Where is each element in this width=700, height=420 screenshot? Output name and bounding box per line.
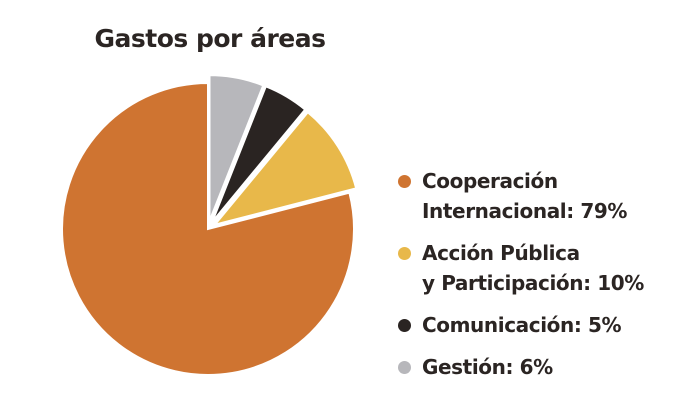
legend-label: Comunicación: 5%: [422, 313, 622, 337]
pie-slice: [212, 110, 358, 227]
legend-swatch: [398, 361, 411, 374]
pie-slice: [61, 81, 355, 376]
legend-swatch: [398, 319, 411, 332]
chart-title: Gastos por áreas: [94, 24, 327, 53]
legend-item-gestion: Gestión: 6%: [398, 352, 644, 382]
legend-label: Acción Pública y Participación: 10%: [422, 241, 644, 295]
legend: Cooperación Internacional: 79% Acción Pú…: [398, 166, 644, 394]
pie-slice: [211, 85, 307, 223]
legend-label: Gestión: 6%: [422, 355, 553, 379]
legend-item-accion-publica: Acción Pública y Participación: 10%: [398, 238, 644, 298]
legend-item-cooperacion: Cooperación Internacional: 79%: [398, 166, 644, 226]
legend-label: Cooperación Internacional: 79%: [422, 169, 628, 223]
legend-item-comunicacion: Comunicación: 5%: [398, 310, 644, 340]
pie-slice: [208, 74, 265, 222]
legend-swatch: [398, 247, 411, 260]
legend-swatch: [398, 175, 411, 188]
pie-chart: [61, 74, 358, 376]
